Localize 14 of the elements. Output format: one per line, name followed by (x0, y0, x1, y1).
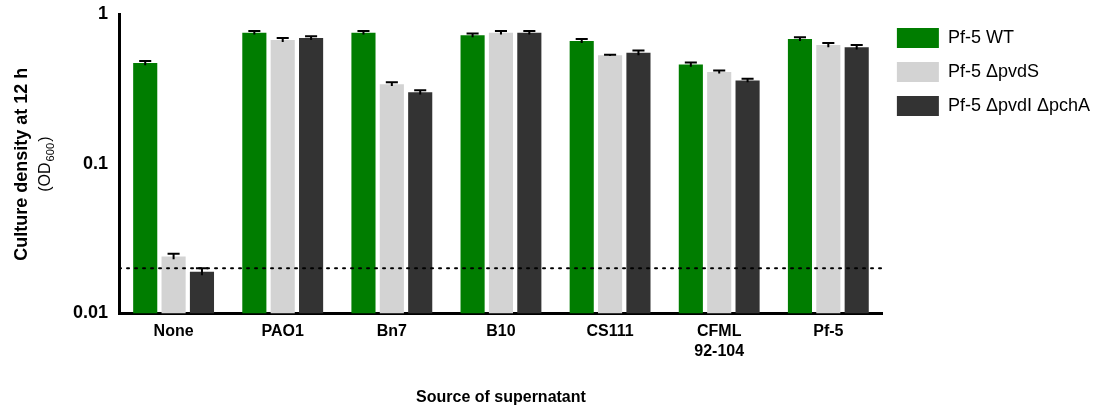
legend-label: Pf-5 WT (947, 26, 1014, 47)
y-tick-label: 0.1 (83, 152, 109, 173)
x-tick-label: None (153, 322, 194, 340)
x-tick-label: CFML 92-104 (694, 322, 745, 359)
x-axis-title: Source of supernatant (416, 387, 587, 405)
legend-label: Pf-5 ΔpvdI ΔpchA (947, 94, 1091, 115)
legend-label: Pf-5 ΔpvdS (947, 60, 1039, 81)
y-tick-label: 1 (98, 2, 109, 23)
y-tick-label: 0.01 (72, 302, 109, 323)
x-tick-label: B10 (486, 322, 516, 340)
x-tick-label: Bn7 (376, 322, 408, 340)
x-tick-label: PAO1 (261, 322, 305, 340)
x-tick-label: CS111 (586, 322, 634, 340)
x-tick-label: Pf-5 (813, 322, 844, 340)
